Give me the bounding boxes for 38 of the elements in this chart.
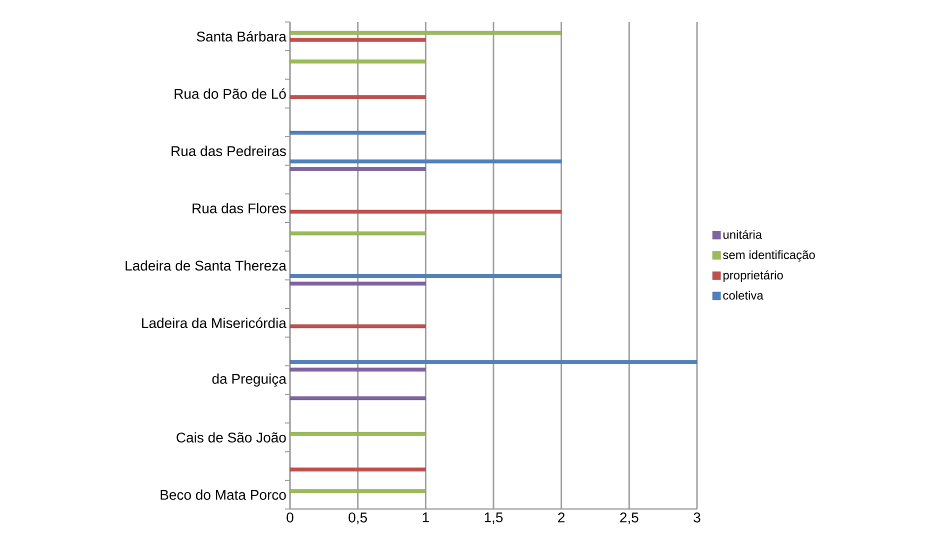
bar bbox=[290, 231, 426, 236]
x-tick-label: 1 bbox=[422, 512, 429, 522]
bar bbox=[290, 396, 426, 400]
legend-label: coletiva bbox=[723, 290, 764, 300]
y-tick-label: Rua do Pão de Ló bbox=[174, 88, 286, 99]
x-tick-label: 3 bbox=[694, 512, 700, 522]
bar bbox=[290, 38, 426, 42]
bar bbox=[290, 489, 426, 494]
bar bbox=[290, 432, 426, 436]
x-tick-label: 2 bbox=[558, 512, 565, 522]
bar bbox=[290, 95, 426, 100]
y-tick-label: da Preguiça bbox=[212, 374, 286, 387]
bar bbox=[290, 368, 426, 372]
x-tick-label: 1,5 bbox=[484, 512, 503, 524]
bar bbox=[290, 282, 426, 286]
y-tick-label: Cais de São João bbox=[176, 432, 286, 443]
bar bbox=[290, 160, 562, 164]
y-tick-label: Beco do Mata Porco bbox=[160, 490, 286, 500]
x-tick-label: 0 bbox=[286, 512, 294, 522]
bar bbox=[290, 210, 562, 214]
y-tick-label: Rua das Flores bbox=[192, 203, 286, 214]
bar bbox=[290, 468, 426, 472]
bar bbox=[290, 60, 426, 64]
bar bbox=[290, 30, 562, 35]
y-tick-label: Ladeira de Santa Thereza bbox=[126, 260, 286, 271]
x-tick-label: 2,5 bbox=[620, 512, 638, 524]
legend-label: sem identificação bbox=[723, 250, 815, 262]
x-tick-label: 0,5 bbox=[348, 512, 367, 524]
bar bbox=[290, 167, 426, 171]
legend-label: unitária bbox=[723, 230, 762, 239]
bar bbox=[290, 360, 698, 364]
bar bbox=[290, 324, 426, 328]
y-tick-label: Santa Bárbara bbox=[196, 31, 286, 42]
legend-label: proprietário bbox=[723, 270, 783, 282]
bar bbox=[290, 274, 562, 278]
bar bbox=[290, 130, 426, 135]
y-tick-label: Rua das Pedreiras bbox=[172, 146, 286, 156]
y-tick-label: Ladeira da Misericórdia bbox=[142, 318, 286, 328]
